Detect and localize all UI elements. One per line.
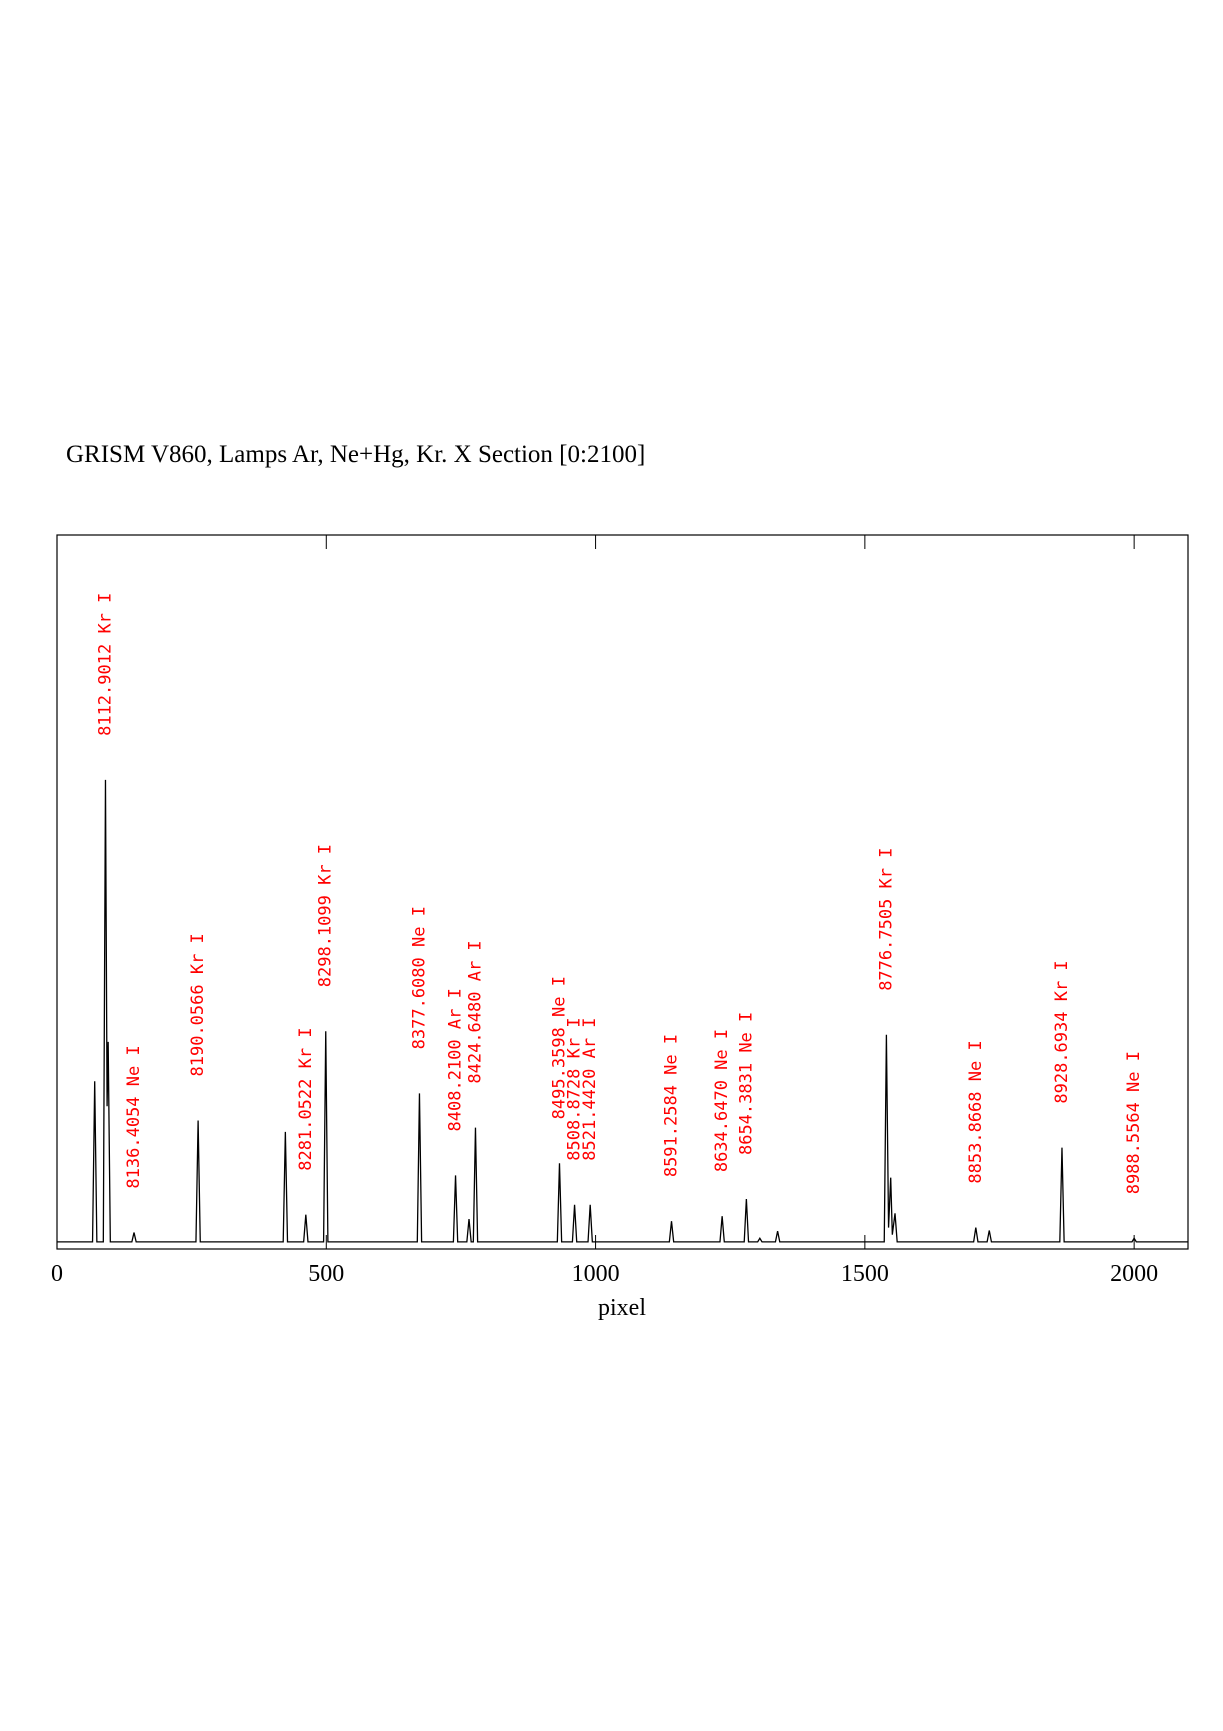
line-annotation: 8853.8668 Ne I — [966, 1040, 986, 1183]
line-annotation: 8424.6480 Ar I — [465, 940, 485, 1083]
x-tick-label: 2000 — [1110, 1261, 1158, 1287]
line-annotation: 8508.8728 Kr I — [565, 1017, 585, 1160]
line-annotation: 8495.3598 Ne I — [549, 976, 569, 1119]
line-annotation: 8377.6080 Ne I — [409, 906, 429, 1049]
line-annotation: 8654.3831 Ne I — [736, 1012, 756, 1155]
x-tick-label: 1000 — [572, 1261, 620, 1287]
line-annotation: 8591.2584 Ne I — [662, 1034, 682, 1177]
line-annotation: 8988.5564 Ne I — [1124, 1051, 1144, 1194]
line-annotation: 8408.2100 Ar I — [446, 988, 466, 1131]
line-annotation: 8281.0522 Kr I — [296, 1027, 316, 1170]
line-annotation: 8190.0566 Kr I — [188, 933, 208, 1076]
x-tick-label: 1500 — [841, 1261, 889, 1287]
x-axis-label: pixel — [598, 1295, 646, 1321]
line-annotation: 8136.4054 Ne I — [124, 1045, 144, 1188]
line-annotation: 8928.6934 Kr I — [1052, 960, 1072, 1103]
x-tick-label: 500 — [308, 1261, 344, 1287]
x-tick-label: 0 — [51, 1261, 63, 1287]
line-annotation: 8112.9012 Kr I — [95, 593, 115, 736]
plot-frame — [56, 534, 1189, 1250]
line-annotation: 8521.4420 Ar I — [580, 1017, 600, 1160]
spectrum-line — [57, 779, 1188, 1243]
chart-title: GRISM V860, Lamps Ar, Ne+Hg, Kr. X Secti… — [66, 441, 645, 468]
line-annotation: 8634.6470 Ne I — [712, 1029, 732, 1172]
line-annotation: 8776.7505 Kr I — [876, 848, 896, 991]
line-annotation: 8298.1099 Kr I — [316, 844, 336, 987]
